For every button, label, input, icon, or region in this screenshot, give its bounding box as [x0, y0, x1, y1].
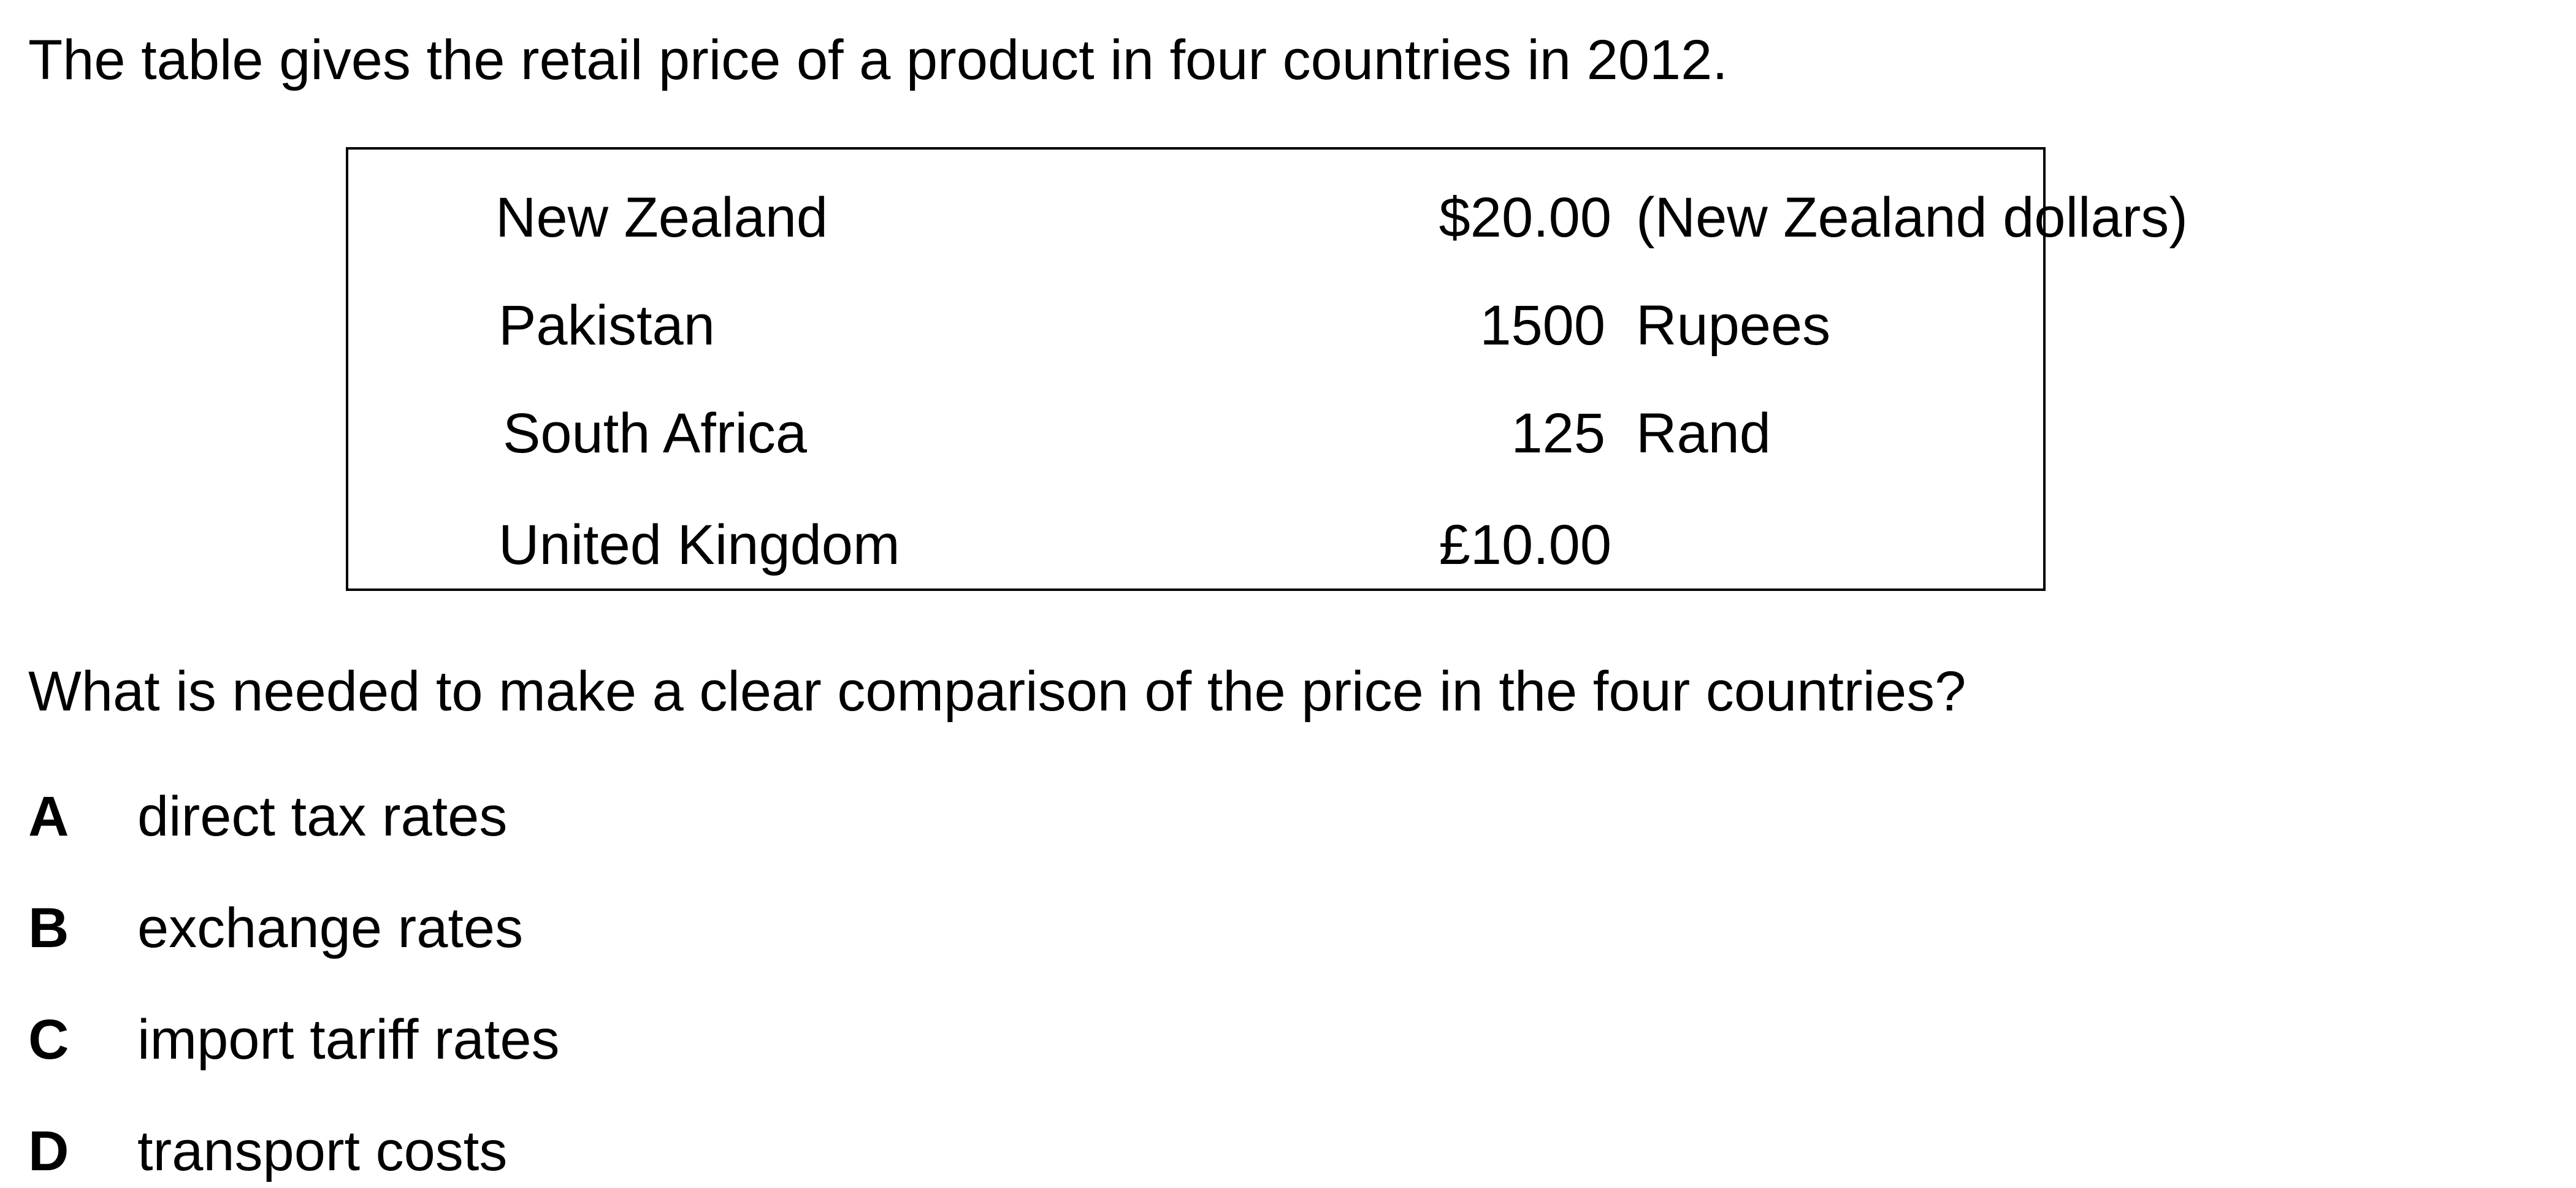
table-cell-price: £10.00	[1439, 514, 1611, 576]
table-cell-country: Pakistan	[499, 294, 715, 357]
table-cell-currency: Rand	[1636, 402, 1771, 465]
table-cell-country: New Zealand	[495, 186, 828, 249]
question-text: What is needed to make a clear compariso…	[28, 660, 1966, 723]
option-letter: B	[28, 897, 69, 959]
table-cell-price: 1500	[1480, 294, 1605, 357]
option-text: import tariff rates	[137, 1008, 560, 1071]
option-letter: D	[28, 1120, 69, 1182]
table-cell-currency: Rupees	[1636, 294, 1831, 357]
table-cell-country: South Africa	[503, 402, 808, 465]
option-text: exchange rates	[137, 897, 524, 959]
option-text: direct tax rates	[137, 785, 508, 848]
price-table: New Zealand $20.00 (New Zealand dollars)…	[346, 147, 2188, 591]
table-cell-price: $20.00	[1439, 186, 1611, 249]
table-cell-price: 125	[1511, 402, 1606, 465]
intro-text: The table gives the retail price of a pr…	[28, 29, 1728, 91]
option-letter: A	[28, 785, 69, 848]
option-letter: C	[28, 1008, 69, 1071]
option-text: transport costs	[137, 1120, 508, 1182]
table-cell-currency: (New Zealand dollars)	[1636, 186, 2188, 249]
table-cell-country: United Kingdom	[499, 514, 900, 576]
